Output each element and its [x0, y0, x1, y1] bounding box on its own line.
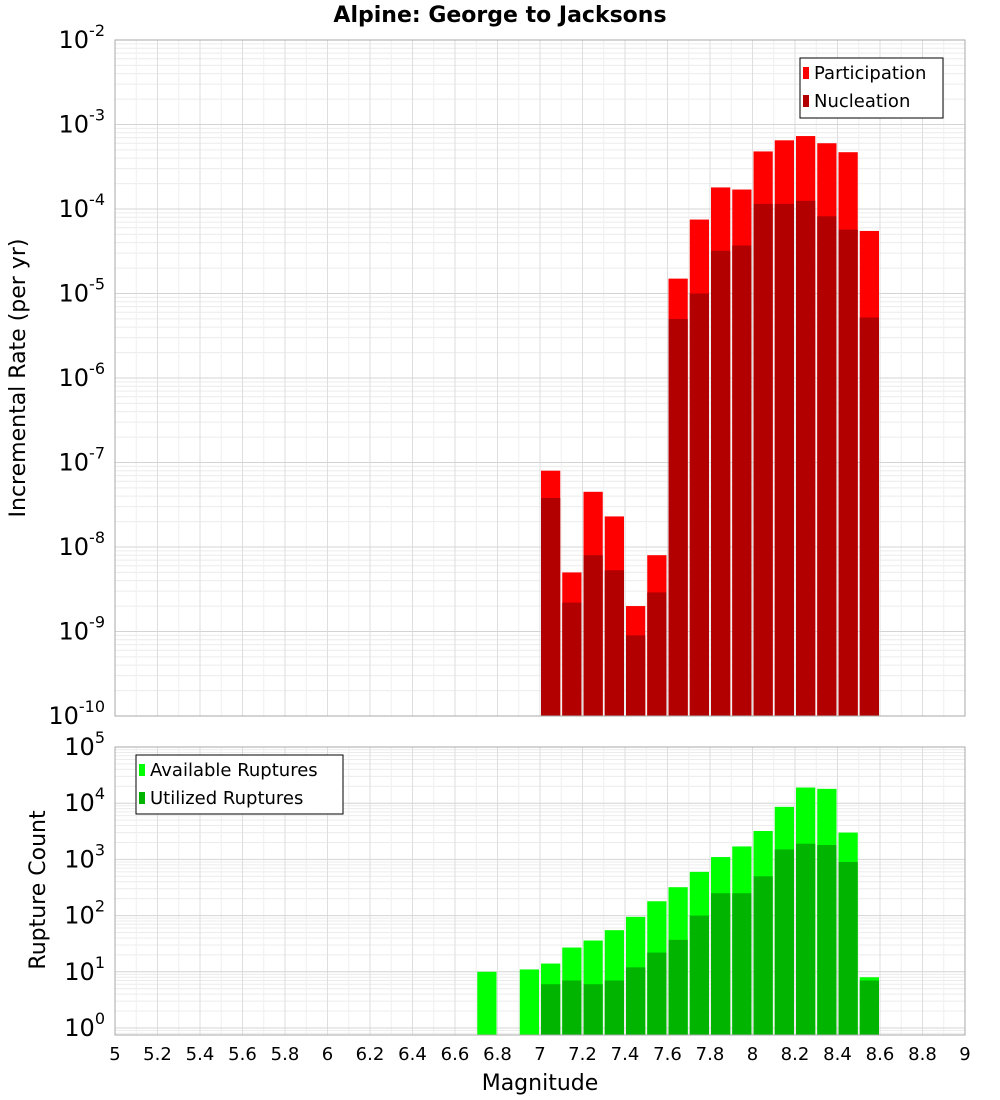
x-tick-label: 5.2 — [143, 1044, 172, 1065]
bottom-plot-frame — [114, 746, 966, 1036]
bottom-bar-utilized-ruptures — [796, 843, 816, 1035]
top-bar-nucleation — [541, 498, 561, 716]
top-bar-nucleation — [774, 203, 794, 716]
bottom-y-tick-label: 105 — [64, 728, 105, 761]
bottom-y-axis-label: Rupture Count — [26, 810, 51, 970]
top-bar-nucleation — [838, 229, 858, 716]
top-bar-nucleation — [817, 216, 837, 717]
x-tick-label: 5.4 — [186, 1044, 215, 1065]
top-legend-swatch — [803, 95, 809, 107]
top-legend-label: Participation — [814, 63, 926, 84]
top-y-tick-label: 10-2 — [59, 21, 106, 54]
chart-title: Alpine: George to Jacksons — [333, 3, 666, 28]
bottom-bar-utilized-ruptures — [753, 876, 773, 1035]
top-bar-nucleation — [647, 592, 667, 716]
top-legend — [799, 57, 944, 119]
top-bar-nucleation — [604, 570, 624, 716]
x-tick-label: 7.6 — [653, 1044, 682, 1065]
bottom-legend-swatch — [139, 792, 145, 804]
top-legend-swatch — [803, 67, 809, 79]
x-tick-label: 6.6 — [441, 1044, 470, 1065]
bottom-bar-utilized-ruptures — [583, 984, 603, 1035]
top-y-tick-label: 10-7 — [59, 444, 106, 477]
bottom-legend-label: Available Ruptures — [150, 760, 318, 781]
top-bar-nucleation — [711, 250, 731, 716]
top-plot-frame — [114, 39, 966, 717]
top-bar-nucleation — [668, 318, 688, 716]
top-bar-nucleation — [732, 245, 752, 717]
bottom-y-tick-label: 102 — [64, 897, 105, 930]
x-tick-label: 6 — [322, 1044, 333, 1065]
bottom-bar-available-ruptures — [477, 971, 497, 1035]
bottom-legend-swatch — [139, 764, 145, 776]
bottom-legend — [135, 754, 344, 815]
bottom-bar-utilized-ruptures — [689, 915, 709, 1035]
x-tick-label: 6.8 — [483, 1044, 512, 1065]
top-bar-nucleation — [689, 293, 709, 716]
top-y-tick-label: 10-5 — [59, 275, 106, 308]
top-y-tick-label: 10-6 — [59, 359, 106, 392]
top-bar-nucleation — [562, 602, 582, 716]
bottom-bar-utilized-ruptures — [774, 849, 794, 1035]
bottom-bar-utilized-ruptures — [838, 861, 858, 1035]
bottom-bar-utilized-ruptures — [541, 984, 561, 1035]
top-bar-nucleation — [583, 555, 603, 716]
top-bar-nucleation — [626, 635, 646, 716]
bottom-bar-utilized-ruptures — [604, 980, 624, 1035]
bottom-y-tick-label: 101 — [64, 953, 105, 986]
top-y-tick-label: 10-4 — [59, 190, 106, 223]
top-plot-area: 10-2 10-3 10-4 10-5 10-6 10-7 10-8 10-9 10-10 Par… — [48, 21, 966, 730]
x-tick-label: 8.2 — [781, 1044, 810, 1065]
top-bar-nucleation — [796, 200, 816, 717]
x-tick-label: 6.2 — [356, 1044, 385, 1065]
x-tick-label: 7.4 — [611, 1044, 640, 1065]
x-tick-label: 7 — [534, 1044, 545, 1065]
x-tick-label: 5.8 — [271, 1044, 300, 1065]
top-legend-label: Nucleation — [814, 91, 910, 112]
bottom-y-tick-label: 100 — [64, 1009, 105, 1042]
x-tick-label: 8 — [747, 1044, 758, 1065]
bottom-y-tick-label: 104 — [64, 784, 105, 817]
bottom-y-tick-label: 103 — [64, 840, 105, 873]
top-y-tick-label: 10-9 — [59, 613, 106, 646]
x-tick-label: 6.4 — [398, 1044, 427, 1065]
top-y-tick-label: 10-10 — [48, 697, 105, 730]
bottom-bar-utilized-ruptures — [817, 845, 837, 1035]
bottom-bar-utilized-ruptures — [562, 980, 582, 1035]
bottom-plot-area: 100 101 102 103 104 105 Available Ruptures Util… — [64, 728, 970, 1065]
x-tick-label: 9 — [959, 1044, 970, 1065]
bottom-bar-utilized-ruptures — [859, 980, 879, 1035]
bottom-bar-utilized-ruptures — [732, 893, 752, 1035]
bottom-bar-utilized-ruptures — [626, 967, 646, 1035]
x-tick-label: 7.8 — [696, 1044, 725, 1065]
bottom-bar-utilized-ruptures — [711, 893, 731, 1035]
top-y-axis-label: Incremental Rate (per yr) — [6, 239, 31, 518]
bottom-bar-utilized-ruptures — [668, 939, 688, 1035]
x-tick-label: 7.2 — [568, 1044, 597, 1065]
x-tick-label: 8.6 — [866, 1044, 895, 1065]
x-tick-label: 8.8 — [908, 1044, 937, 1065]
top-y-tick-label: 10-3 — [59, 106, 106, 139]
bottom-legend-label: Utilized Ruptures — [150, 788, 303, 809]
x-axis-label: Magnitude — [482, 1071, 599, 1096]
top-y-tick-label: 10-8 — [59, 528, 106, 561]
top-bar-nucleation — [859, 317, 879, 716]
bottom-bar-available-ruptures — [519, 969, 539, 1035]
top-bar-nucleation — [753, 203, 773, 716]
x-tick-label: 5.6 — [228, 1044, 257, 1065]
x-tick-label: 8.4 — [823, 1044, 852, 1065]
bottom-bar-utilized-ruptures — [647, 952, 667, 1035]
x-tick-label: 5 — [109, 1044, 120, 1065]
